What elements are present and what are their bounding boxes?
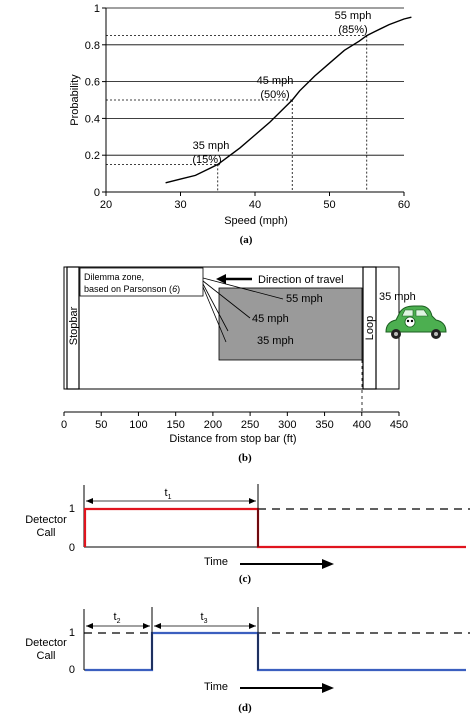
- leader-lines: [202, 277, 284, 343]
- y-tick-label: 1: [94, 3, 100, 15]
- distance-tick-label: 250: [241, 419, 259, 431]
- direction-label: Direction of travel: [258, 274, 344, 286]
- caption-c: (c): [239, 573, 252, 585]
- stopbar-label: Stopbar: [68, 306, 80, 345]
- t3-dimension: [154, 623, 256, 629]
- probability-curve: [165, 16, 412, 184]
- level-1-label: 1: [69, 627, 75, 639]
- detector-call-label: Detector: [25, 637, 67, 649]
- speed-label-45: 45 mph: [252, 313, 289, 325]
- annotation-35-pct: (15%): [192, 154, 221, 166]
- x-tick-labels: 20 30 40 50 60: [100, 199, 410, 211]
- distance-tick-label: 0: [61, 419, 67, 431]
- loop-detector: [362, 266, 377, 390]
- annotation-55-speed: 55 mph: [335, 10, 372, 22]
- annotation-35-speed: 35 mph: [193, 140, 230, 152]
- car-icon: [385, 305, 447, 339]
- y-axis-label: Probability: [69, 74, 81, 126]
- x-axis-label: Speed (mph): [224, 215, 288, 227]
- x-tick-label: 40: [249, 199, 261, 211]
- t3-label: t3: [201, 611, 208, 625]
- time-label: Time: [204, 556, 228, 568]
- annotation-55-pct: (85%): [338, 24, 367, 36]
- axes: [102, 7, 405, 196]
- t1-dimension: [86, 498, 256, 504]
- distance-tick-label: 300: [278, 419, 296, 431]
- loop-label: Loop: [364, 316, 376, 340]
- x-tick-label: 20: [100, 199, 112, 211]
- distance-tick-label: 100: [129, 419, 147, 431]
- y-tick-label: 0: [94, 187, 100, 199]
- level-1-label: 1: [69, 503, 75, 515]
- detector-call-label: Detector: [25, 514, 67, 526]
- y-tick-label: 0.8: [85, 40, 100, 52]
- speed-label-55: 55 mph: [286, 293, 323, 305]
- dilemma-zone-callout: [79, 267, 204, 297]
- y-tick-label: 0.4: [85, 113, 100, 125]
- level-0-label: 0: [69, 664, 75, 676]
- distance-tick-label: 350: [315, 419, 333, 431]
- dilemma-zone: [218, 287, 363, 361]
- panel-c: Detector Call 1 0 t1 Time (c): [25, 484, 470, 585]
- distance-tick-label: 450: [390, 419, 408, 431]
- detector-signal: [83, 507, 466, 549]
- distance-tick-label: 200: [204, 419, 222, 431]
- detector-call-label-2: Call: [37, 527, 56, 539]
- time-arrow: [240, 683, 334, 693]
- level-0-label: 0: [69, 542, 75, 554]
- dilemma-zone-source: based on Parsonson (6): [84, 284, 180, 294]
- direction-arrow: [216, 274, 252, 284]
- speed-label-35: 35 mph: [257, 335, 294, 347]
- distance-tick-label: 150: [166, 419, 184, 431]
- distance-tick-label: 400: [353, 419, 371, 431]
- annotation-45-pct: (50%): [260, 89, 289, 101]
- t1-label: t1: [165, 487, 172, 501]
- caption-d: (d): [238, 702, 252, 714]
- x-tick-label: 30: [174, 199, 186, 211]
- x-tick-label: 60: [398, 199, 410, 211]
- y-tick-label: 0.2: [85, 150, 100, 162]
- panel-d: Detector Call 1 0 t2 t3 Time: [25, 607, 470, 714]
- t2-dimension: [86, 623, 150, 629]
- annotation-45-speed: 45 mph: [257, 75, 294, 87]
- distance-tick-labels: 0 50 100 150 200 250 300 350 400 450: [61, 419, 408, 431]
- y-tick-label: 0.6: [85, 77, 100, 89]
- loop-speed-label: 35 mph: [379, 291, 416, 303]
- stopbar: [66, 266, 80, 390]
- detector-signal: [85, 631, 466, 672]
- time-arrow: [240, 559, 334, 569]
- distance-tick-label: 50: [95, 419, 107, 431]
- panel-b: Stopbar Loop 35 mph Dilemma zone, based …: [61, 266, 447, 464]
- distance-axis-label: Distance from stop bar (ft): [169, 433, 296, 445]
- distance-axis: [63, 411, 400, 416]
- detector-call-label-2: Call: [37, 650, 56, 662]
- dilemma-zone-label: Dilemma zone,: [84, 272, 144, 282]
- panel-a: Probability 0 0.2 0.4 0.6 0.8 1 20 30 40 50 60 35…: [69, 3, 412, 246]
- caption-a: (a): [240, 234, 253, 246]
- reference-lines: [106, 35, 368, 192]
- y-tick-labels: 0 0.2 0.4 0.6 0.8 1: [85, 3, 100, 199]
- time-label: Time: [204, 681, 228, 693]
- caption-b: (b): [238, 452, 252, 464]
- t2-label: t2: [114, 611, 121, 625]
- x-tick-label: 50: [323, 199, 335, 211]
